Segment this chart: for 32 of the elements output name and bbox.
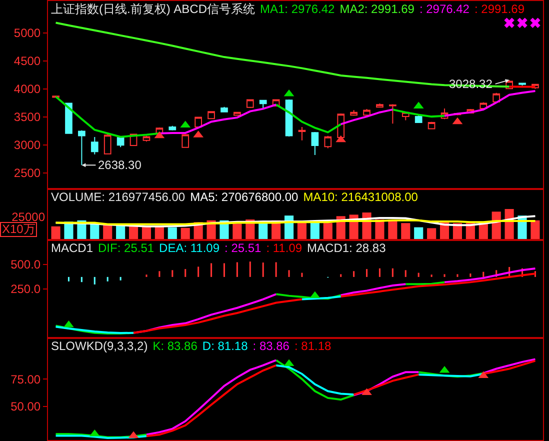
y-tick-label: 75.00 bbox=[10, 372, 41, 386]
chart-title: VOLUME: 216977456.00 bbox=[51, 190, 186, 204]
y-tick-label: 3500 bbox=[14, 110, 41, 124]
series-label: MA10: 216431008.00 bbox=[303, 190, 418, 204]
text: DEA: 11.09 bbox=[159, 241, 220, 255]
y-tick-label: 500.0 bbox=[10, 258, 41, 272]
y-tick-label: 250.0 bbox=[10, 282, 41, 296]
text: MA1: 2976.42 bbox=[260, 2, 335, 16]
y-tick-label: 4000 bbox=[14, 82, 41, 96]
series-label: MA5: 270676800.00 bbox=[190, 190, 298, 204]
text: : 2991.69 bbox=[474, 2, 525, 16]
y-tick-label: 2500 bbox=[14, 166, 41, 180]
annotation: MACD1: 28.83 bbox=[307, 241, 386, 255]
y-tick-label: 5000 bbox=[14, 26, 41, 40]
text: : 2976.42 bbox=[419, 2, 470, 16]
chart-title: 上证指数(日线.前复权) ABCD信号系统 bbox=[51, 2, 255, 16]
text: D: 81.18 bbox=[202, 339, 248, 353]
chart-title: MACD1 bbox=[51, 241, 94, 255]
text: : 11.09 bbox=[266, 241, 302, 255]
series-label: : 83.86 bbox=[252, 339, 290, 353]
chart-title: SLOWKD(9,3,3,2) bbox=[51, 339, 148, 353]
text: MA2: 2991.69 bbox=[340, 2, 414, 16]
y-axis-title: X10万 bbox=[0, 222, 38, 237]
y-tick-label: 3000 bbox=[14, 138, 41, 152]
annotation: 2638.30 bbox=[98, 158, 142, 172]
y-tick-label: 4500 bbox=[14, 54, 41, 68]
y-tick-label: 50.00 bbox=[10, 400, 41, 414]
text: K: 83.86 bbox=[152, 339, 198, 353]
series-label: : 81.18 bbox=[294, 339, 332, 353]
text: : 25.51 bbox=[224, 241, 262, 255]
text: 25000 bbox=[12, 210, 45, 224]
text: DIF: 25.51 bbox=[98, 241, 154, 255]
